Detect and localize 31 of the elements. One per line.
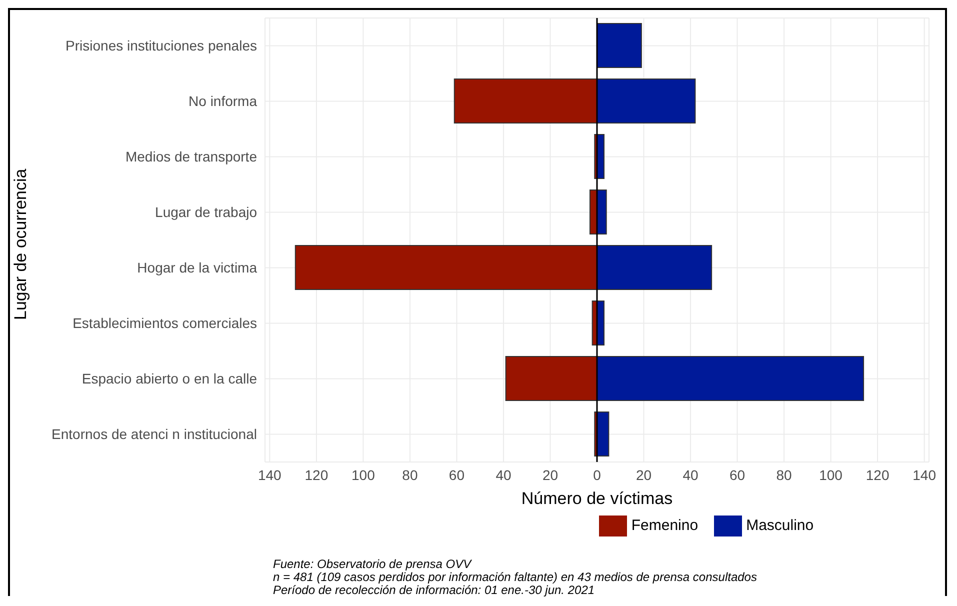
y-tick-label: Hogar de la victima: [137, 260, 258, 276]
y-tick-label: Medios de transporte: [125, 148, 258, 165]
x-tick-label: 100: [819, 466, 843, 483]
legend-label: Femenino: [631, 517, 698, 534]
x-tick-label: 20: [542, 466, 558, 483]
text: Período de recolección de información: 01 ene.-30 jun. 2021: [273, 583, 596, 597]
x-tick-label: 40: [682, 466, 699, 483]
legend-label: Masculino: [746, 517, 814, 534]
x-tick-label: 120: [866, 466, 890, 483]
x-tick-label: 20: [636, 466, 652, 483]
y-tick-label: No informa: [188, 93, 258, 110]
x-tick-label: 80: [776, 466, 792, 483]
y-axis-title: Lugar de ocurrencia: [11, 168, 30, 320]
bar: [596, 23, 642, 68]
y-tick-label: Lugar de trabajo: [155, 204, 258, 220]
x-tick-label: 120: [304, 466, 328, 483]
y-tick-label: Entornos de atenci n institucional: [52, 426, 257, 442]
x-tick-label: 140: [912, 466, 936, 483]
x-axis-title: Número de víctimas: [521, 489, 673, 508]
x-tick-label: 60: [729, 466, 746, 483]
x-tick-label: 80: [402, 466, 418, 483]
source-note: Fuente: Observatorio de prensa OVV: [273, 557, 473, 571]
x-tick-label: 0: [593, 466, 602, 483]
y-tick-label: Espacio abierto o en la calle: [82, 370, 258, 387]
text: n = 481 (109 casos perdidos por información faltante) en 43 medios de prensa consultados: [273, 570, 757, 584]
x-tick-label: 60: [448, 466, 465, 483]
x-tick-label: 140: [258, 466, 282, 483]
y-tick-label: Establecimientos comerciales: [72, 315, 257, 332]
x-tick-label: 40: [496, 466, 512, 483]
y-tick-label: Prisiones instituciones penales: [66, 38, 257, 54]
x-tick-label: 100: [352, 466, 376, 483]
